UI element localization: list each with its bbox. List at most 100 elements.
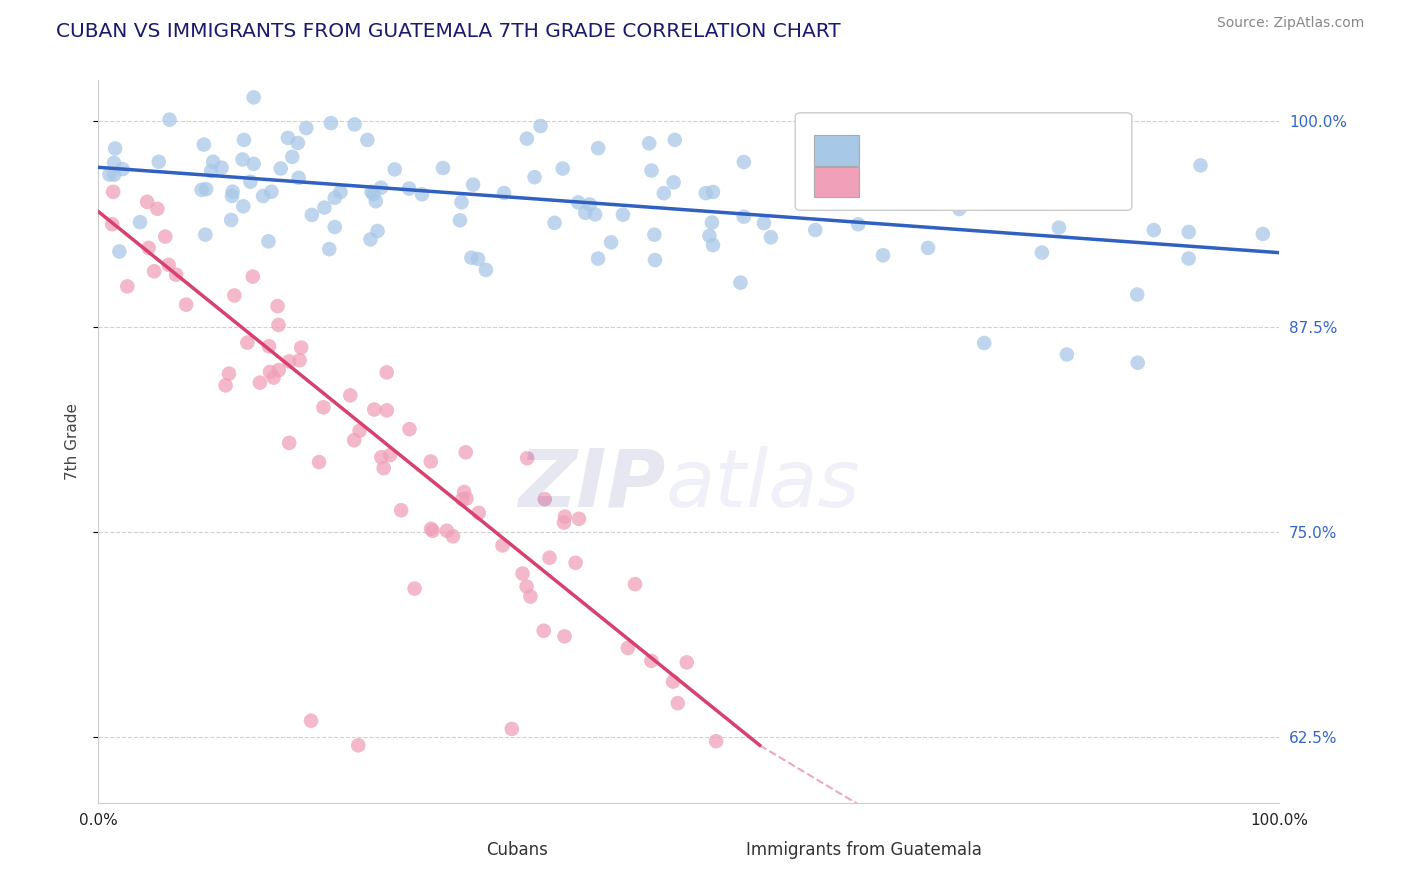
Point: [675, 656, 697, 670]
Point: [323, 220, 346, 235]
Point: [277, 131, 299, 145]
Point: [101, 185, 124, 199]
Point: [129, 215, 152, 229]
Point: [467, 506, 489, 520]
Point: [574, 205, 596, 219]
Point: [343, 117, 366, 131]
Point: [165, 268, 187, 282]
Point: [349, 424, 371, 438]
Point: [252, 189, 274, 203]
Point: [318, 242, 340, 256]
Point: [384, 162, 406, 177]
Point: [640, 654, 662, 668]
Point: [363, 402, 385, 417]
Point: [380, 448, 402, 462]
Text: CUBAN VS IMMIGRANTS FROM GUATEMALA 7TH GRADE CORRELATION CHART: CUBAN VS IMMIGRANTS FROM GUATEMALA 7TH G…: [56, 22, 841, 41]
Point: [699, 228, 721, 243]
Point: [733, 210, 755, 224]
Point: [370, 450, 392, 465]
Point: [314, 201, 336, 215]
FancyBboxPatch shape: [814, 136, 859, 166]
Point: [533, 492, 555, 507]
Point: [529, 119, 551, 133]
Point: [143, 264, 166, 278]
Point: [370, 180, 392, 194]
Point: [98, 168, 121, 182]
Y-axis label: 7th Grade: 7th Grade: [65, 403, 80, 480]
Text: R =: R =: [873, 141, 911, 159]
Point: [554, 629, 576, 643]
Point: [232, 153, 254, 167]
Point: [1031, 245, 1053, 260]
Point: [1126, 287, 1149, 301]
FancyBboxPatch shape: [814, 167, 859, 197]
Point: [533, 624, 555, 638]
Point: [278, 436, 301, 450]
Point: [263, 370, 285, 384]
Point: [733, 155, 755, 169]
Point: [564, 556, 586, 570]
Point: [492, 186, 515, 200]
Point: [583, 207, 606, 221]
Point: [375, 365, 398, 379]
Point: [432, 161, 454, 175]
Point: [1251, 227, 1274, 241]
Text: 74: 74: [1029, 172, 1053, 190]
Point: [450, 195, 472, 210]
Text: Source: ZipAtlas.com: Source: ZipAtlas.com: [1216, 16, 1364, 30]
Point: [373, 461, 395, 475]
Point: [347, 739, 370, 753]
Point: [586, 141, 609, 155]
Point: [872, 248, 894, 262]
Point: [516, 580, 538, 594]
Point: [103, 168, 125, 182]
Point: [194, 227, 217, 242]
Point: [449, 213, 471, 227]
Point: [519, 590, 541, 604]
Point: [662, 175, 685, 189]
Point: [146, 202, 169, 216]
Point: [404, 582, 426, 596]
Point: [211, 161, 233, 175]
Point: [157, 258, 180, 272]
Point: [553, 516, 575, 530]
Point: [398, 422, 420, 436]
Point: [242, 269, 264, 284]
Point: [411, 187, 433, 202]
Point: [420, 522, 443, 536]
Text: N =: N =: [988, 141, 1028, 159]
Point: [664, 133, 686, 147]
Point: [155, 229, 177, 244]
Point: [543, 216, 565, 230]
Point: [200, 164, 222, 178]
Point: [475, 263, 498, 277]
Point: [287, 170, 309, 185]
Point: [516, 131, 538, 145]
Point: [278, 354, 301, 368]
Point: [638, 136, 661, 151]
Point: [363, 187, 385, 202]
Point: [451, 492, 474, 507]
Point: [1126, 356, 1149, 370]
Point: [159, 112, 181, 127]
Point: [299, 714, 322, 728]
Point: [523, 170, 546, 185]
Point: [281, 150, 304, 164]
Point: [319, 116, 342, 130]
Point: [538, 550, 561, 565]
Point: [359, 232, 381, 246]
Point: [600, 235, 623, 250]
Point: [111, 162, 134, 177]
Point: [973, 336, 995, 351]
Point: [295, 121, 318, 136]
Point: [398, 181, 420, 195]
Point: [792, 157, 814, 171]
Text: -0.285: -0.285: [918, 141, 980, 159]
Point: [516, 451, 538, 466]
Point: [456, 491, 478, 506]
Point: [339, 388, 361, 402]
Point: [1189, 158, 1212, 172]
Point: [702, 185, 724, 199]
Point: [1143, 223, 1166, 237]
Point: [312, 401, 335, 415]
